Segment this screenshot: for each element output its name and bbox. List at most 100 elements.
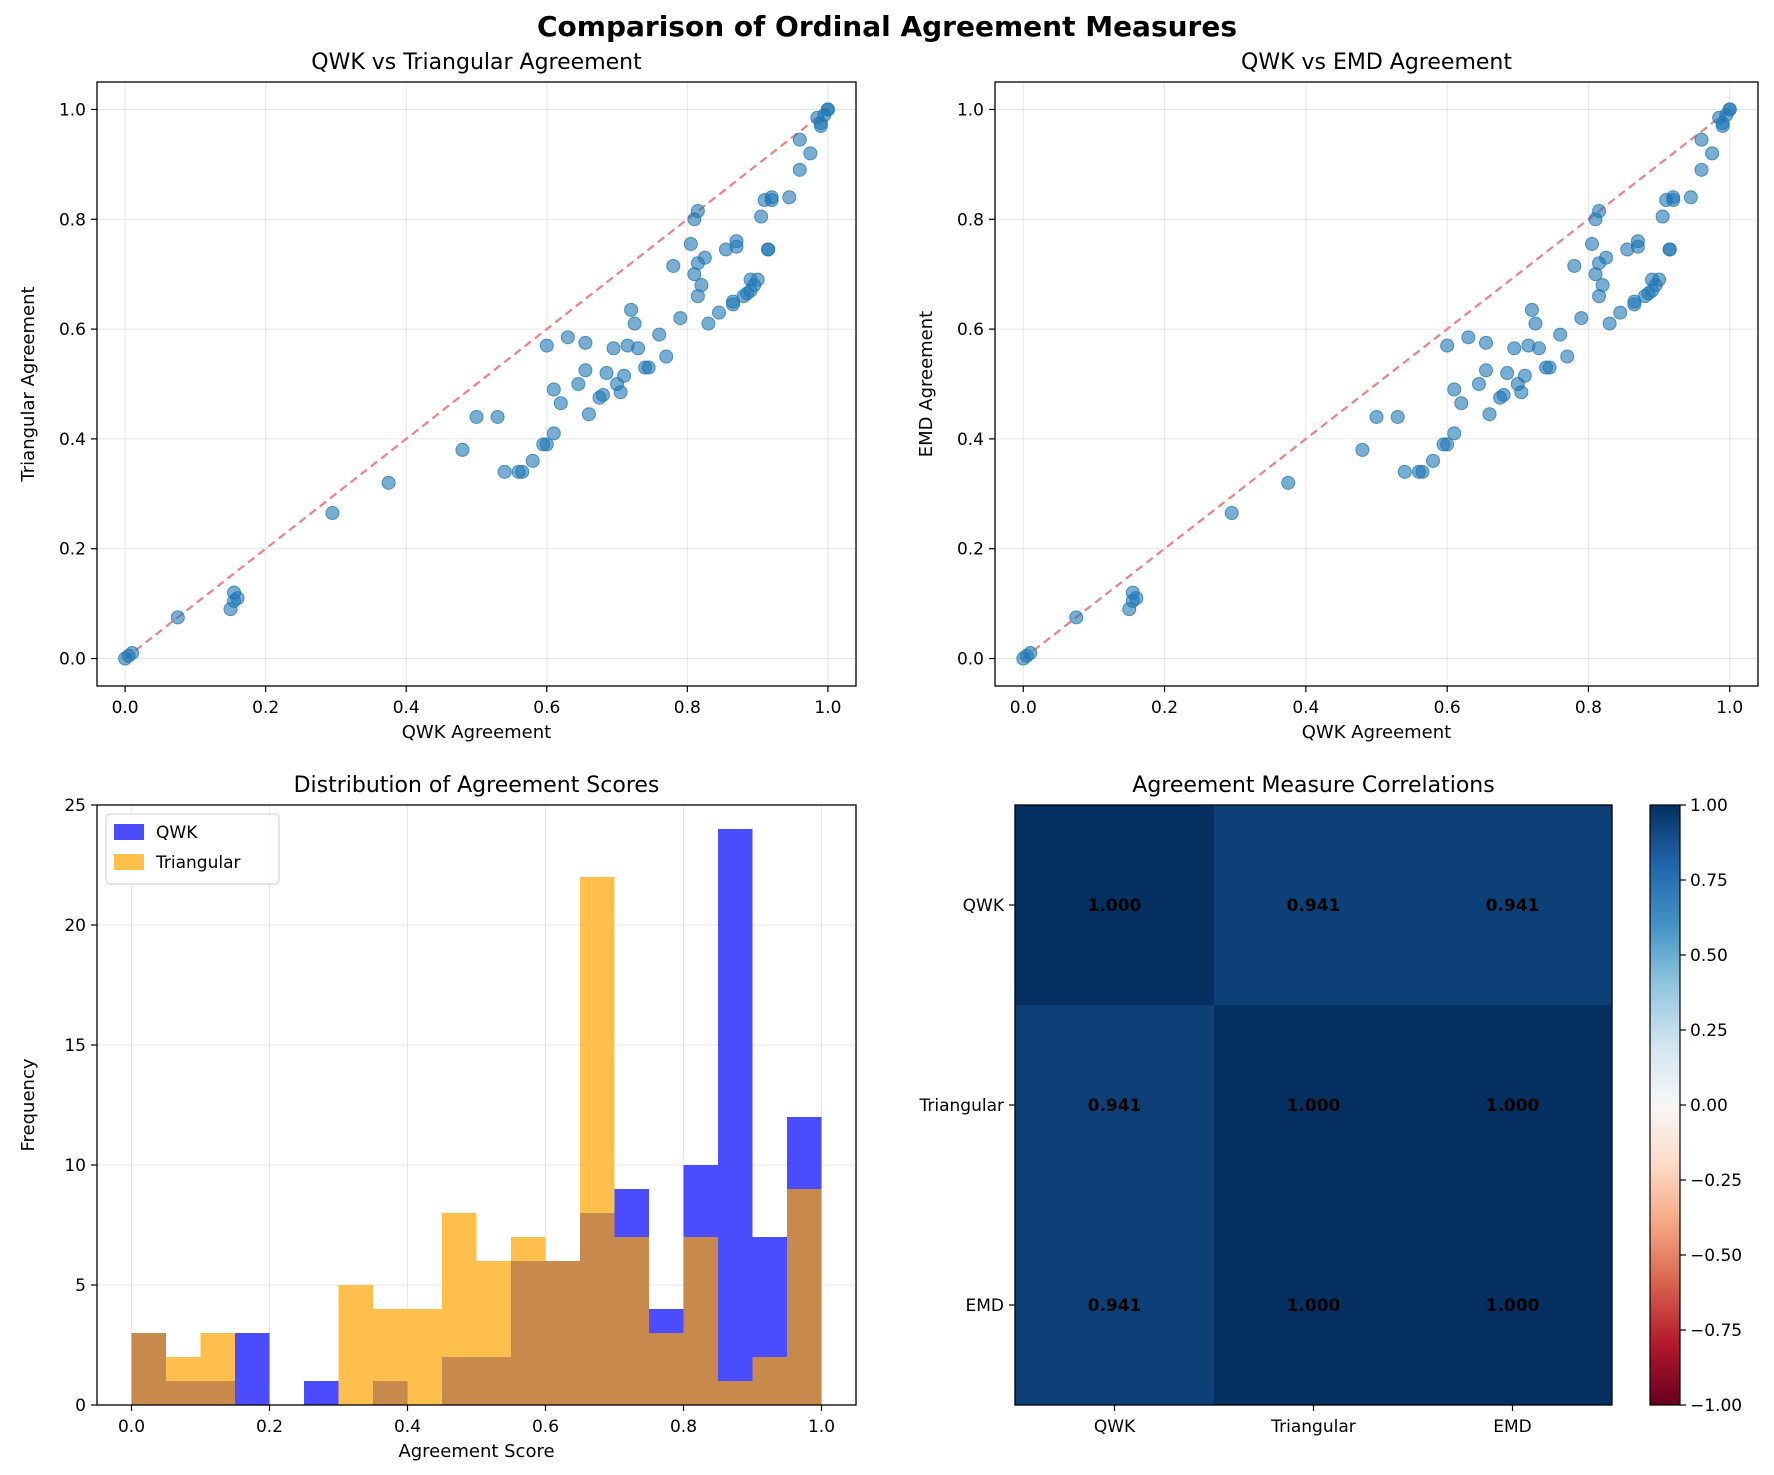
- scatter-point: [1694, 132, 1709, 147]
- histogram-bar-overlap: [614, 1237, 649, 1405]
- y-tick-label: 0.6: [957, 320, 984, 340]
- scatter-point: [227, 593, 242, 608]
- axes-frame: [96, 804, 857, 1406]
- y-axis-label: Frequency: [18, 1058, 39, 1151]
- scatter-point: [617, 368, 632, 383]
- histogram-bar-overlap: [476, 1357, 511, 1405]
- scatter-point: [1613, 305, 1628, 320]
- histogram-bar-overlap: [442, 1357, 477, 1405]
- x-tick-label: 0.2: [252, 698, 279, 718]
- histogram-bar-triangular: [511, 1237, 546, 1261]
- scatter-point: [455, 442, 470, 457]
- scatter-point: [1630, 234, 1645, 249]
- scatter-point: [1694, 162, 1709, 177]
- scatter-point: [1524, 302, 1539, 317]
- histogram-bar-overlap: [580, 1213, 615, 1405]
- colorbar-tick-label: 0.00: [1690, 1096, 1728, 1116]
- histogram-bar-qwk: [787, 1117, 822, 1189]
- scatter-point: [1517, 368, 1532, 383]
- scatter-point: [641, 360, 656, 375]
- x-tick-label: 0.8: [1575, 698, 1602, 718]
- histogram-bar-triangular: [338, 1285, 373, 1405]
- scatter-point: [1507, 341, 1522, 356]
- scatter-point: [515, 464, 530, 479]
- legend-label-triangular: Triangular: [155, 853, 241, 873]
- histogram-bar-overlap: [787, 1189, 822, 1405]
- scatter-point: [792, 162, 807, 177]
- scatter-point: [624, 302, 639, 317]
- scatter-point: [1705, 146, 1720, 161]
- heatmap-cell: [1015, 1205, 1215, 1406]
- scatter-point: [792, 132, 807, 147]
- colorbar-tick-label: −0.75: [1690, 1321, 1742, 1341]
- scatter-point: [1479, 363, 1494, 378]
- scatter-point: [683, 236, 698, 251]
- histogram-bar-triangular: [442, 1213, 477, 1357]
- scatter-point: [659, 349, 674, 364]
- histogram-bar-qwk: [752, 1237, 787, 1357]
- scatter-point: [1461, 330, 1476, 345]
- scatter-point: [546, 426, 561, 441]
- scatter-point: [690, 204, 705, 219]
- heatmap-cell: [1214, 1005, 1414, 1206]
- x-tick-label: 0.0: [112, 698, 139, 718]
- scatter-point: [1440, 338, 1455, 353]
- x-tick-label: 0.8: [670, 1417, 697, 1437]
- x-axis-label: QWK Agreement: [1302, 722, 1451, 743]
- histogram-bar-overlap: [545, 1261, 580, 1405]
- y-tick-label: 25: [64, 796, 86, 816]
- x-tick-label: 0.0: [118, 1417, 145, 1437]
- y-axis-label: Triangular Agreement: [18, 286, 39, 482]
- scatter-point: [697, 250, 712, 265]
- scatter-point: [1500, 366, 1515, 381]
- scatter-point: [1514, 385, 1529, 400]
- histogram-bar-overlap: [166, 1381, 201, 1405]
- x-tick-label: 0.2: [1151, 698, 1178, 718]
- scatter-point: [121, 648, 136, 663]
- x-tick-label: 0.6: [1434, 698, 1461, 718]
- y-tick-label: 1.0: [59, 100, 86, 120]
- scatter-point: [1069, 610, 1084, 625]
- x-tick-label: 1.0: [1716, 698, 1743, 718]
- scatter-point: [381, 475, 396, 490]
- y-tick-label: 5: [75, 1276, 86, 1296]
- scatter-point: [1683, 190, 1698, 205]
- scatter-point: [1599, 250, 1614, 265]
- heatmap-cell-label: 1.000: [1486, 1296, 1540, 1316]
- histogram-bar-overlap: [718, 1381, 753, 1405]
- x-axis-label: Agreement Score: [398, 1441, 554, 1462]
- scatter-point: [539, 437, 554, 452]
- scatter-point: [606, 341, 621, 356]
- scatter-point: [1666, 190, 1681, 205]
- y-tick-label: 0.2: [957, 540, 984, 560]
- colorbar-tick-label: 0.50: [1690, 946, 1728, 966]
- colorbar-tick-label: −0.25: [1690, 1171, 1742, 1191]
- y-tick-label: QWK: [963, 896, 1005, 916]
- scatter-point: [1574, 311, 1589, 326]
- y-axis-label: EMD Agreement: [916, 311, 937, 457]
- x-tick-label: 0.4: [394, 1417, 421, 1437]
- x-tick-label: Triangular: [1270, 1417, 1356, 1437]
- heatmap-cell-label: 0.941: [1088, 1296, 1142, 1316]
- colorbar-tick-label: −1.00: [1690, 1396, 1742, 1416]
- axes-title: QWK vs EMD Agreement: [1241, 50, 1512, 75]
- scatter-point: [571, 377, 586, 391]
- scatter-point: [596, 387, 610, 402]
- heatmap-cell: [1214, 805, 1414, 1006]
- legend-label-qwk: QWK: [156, 823, 198, 843]
- scatter-point: [1019, 648, 1034, 663]
- x-tick-label: 1.0: [814, 698, 841, 718]
- y-tick-label: 0.0: [957, 650, 984, 670]
- scatter-point: [1447, 382, 1462, 397]
- histogram-bar-qwk: [718, 829, 753, 1381]
- axes-title: QWK vs Triangular Agreement: [311, 50, 642, 75]
- scatter-qwk-vs-emd: 0.0 0.2 0.4 0.6 0.8 1.0 0.0 0.2 0.4 0.6 0.8 1.0 QWK …: [916, 50, 1759, 743]
- x-axis-label: QWK Agreement: [402, 722, 551, 743]
- scatter-point: [1652, 272, 1667, 287]
- y-tick-label: 0.4: [957, 430, 984, 450]
- scatter-point: [1496, 387, 1511, 402]
- y-tick-label: Triangular: [919, 1096, 1005, 1116]
- histogram-bar-overlap: [200, 1381, 235, 1405]
- colorbar-tick-label: 0.75: [1690, 871, 1728, 891]
